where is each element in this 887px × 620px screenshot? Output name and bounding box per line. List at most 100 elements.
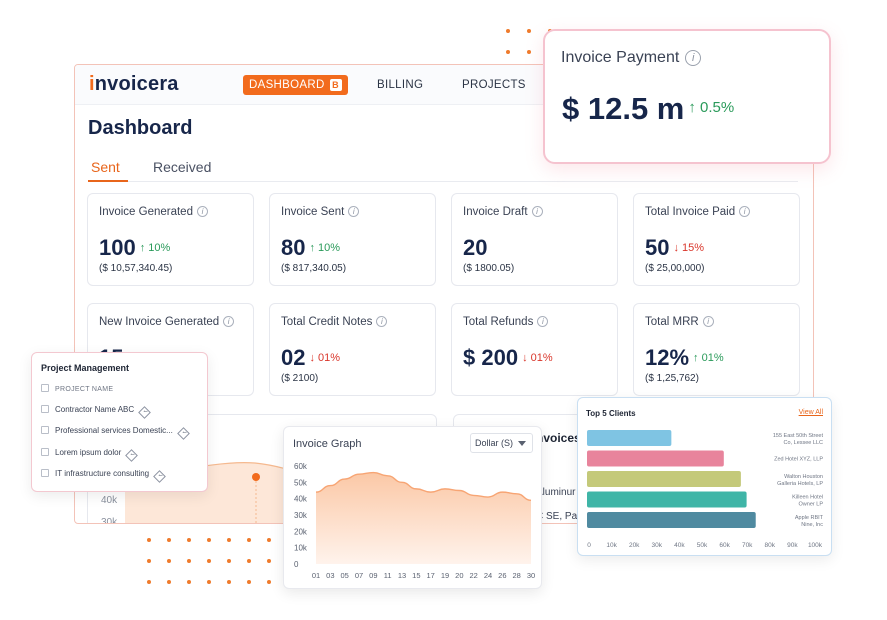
project-row[interactable]: IT infrastructure consulting ✓ (41, 469, 166, 483)
stat-card-value: 100 ↑ 10% (99, 235, 171, 260)
client-bar[interactable] (587, 471, 741, 487)
invoices-card-title: nvoices (536, 431, 581, 445)
tabs-divider (88, 181, 798, 182)
invoices-card-row: Aluminur (536, 487, 576, 498)
stat-card[interactable]: Total Refunds i $ 200 ↓ 01% (451, 303, 618, 396)
x-tick-label: 30 (527, 571, 535, 580)
info-icon[interactable]: i (702, 316, 714, 327)
y-tick-label: 20k (294, 527, 308, 536)
client-bar[interactable] (587, 450, 724, 467)
decorative-dot (147, 580, 151, 584)
currency-select[interactable]: Dollar (S) (470, 433, 533, 453)
x-tick-label: 09 (369, 571, 377, 580)
client-label: Co, Lessee LLC (784, 440, 823, 446)
stat-card[interactable]: Total Invoice Paid i 50 ↓ 15% ($ 25,00,000) (633, 193, 800, 286)
x-tick-label: 28 (512, 571, 520, 580)
decorative-dot (187, 559, 191, 563)
x-tick-label: 07 (355, 571, 363, 580)
stat-card-value: 12% ↑ 01% (645, 345, 724, 370)
decorative-dot (187, 538, 191, 542)
stat-card-title: Invoice Generated i (99, 206, 208, 218)
client-bar[interactable] (587, 512, 756, 528)
invoice-payment-card: Invoice Payment i $ 12.5 m ↑ 0.5% (543, 29, 831, 164)
verified-icon: ✓ (138, 406, 152, 419)
info-icon[interactable]: i (537, 316, 549, 327)
project-management-title: Project Management (41, 363, 130, 373)
view-all-link[interactable]: View All (798, 409, 823, 416)
decorative-dot (267, 580, 271, 584)
client-bar[interactable] (587, 491, 747, 508)
info-icon[interactable]: i (223, 316, 235, 327)
info-icon[interactable]: i (739, 206, 751, 217)
stat-card[interactable]: Invoice Draft i 20 ($ 1800.05) (451, 193, 618, 286)
row-checkbox[interactable] (41, 469, 49, 477)
stat-card-value: 80 ↑ 10% (281, 235, 341, 260)
info-icon[interactable]: i (196, 206, 208, 217)
stat-card[interactable]: Total Credit Notes i 02 ↓ 01% ($ 2100) (269, 303, 436, 396)
stat-card-value: 20 (463, 235, 488, 260)
decorative-dot (227, 559, 231, 563)
project-row[interactable]: Contractor Name ABC ✓ (41, 405, 152, 419)
select-all-checkbox[interactable] (41, 384, 49, 392)
project-row[interactable]: Lorem ipsum dolor ✓ (41, 448, 139, 462)
verified-icon: ✓ (153, 470, 166, 483)
stat-card-trend: ↓ 01% (522, 352, 553, 364)
decorative-dot (267, 559, 271, 563)
stat-card-title: Total Credit Notes i (281, 316, 388, 328)
stat-card[interactable]: Invoice Sent i 80 ↑ 10% ($ 817,340.05) (269, 193, 436, 286)
x-tick-label: 0 (587, 542, 591, 549)
row-checkbox[interactable] (41, 426, 49, 434)
decorative-dot (267, 538, 271, 542)
x-tick-label: 13 (398, 571, 406, 580)
x-tick-label: 19 (441, 571, 449, 580)
decorative-dot (247, 559, 251, 563)
invoicera-logo[interactable]: invoicera (89, 73, 179, 95)
nav-billing-link[interactable]: BILLING (377, 79, 424, 91)
invoice-graph-card: 60k 50k 40k 30k 20k 10k 0 01 03 05 07 09 11 13 15 17 19 2… (283, 426, 542, 589)
x-tick-label: 70k (742, 542, 753, 549)
verified-icon: ✓ (176, 427, 190, 440)
x-tick-label: 80k (765, 542, 776, 549)
stat-card-value: 50 ↓ 15% (645, 235, 705, 260)
row-checkbox[interactable] (41, 405, 49, 413)
client-label: Apple RBIT (795, 515, 824, 521)
client-label: Zed Hotel XYZ, LLP (774, 457, 823, 463)
stat-card-title: Total MRR i (645, 316, 714, 328)
y-tick-label: 30k (294, 511, 308, 520)
top-clients-title: Top 5 Clients (586, 409, 636, 418)
stat-card-title: Invoice Sent i (281, 206, 360, 218)
stat-card-trend: ↓ 15% (673, 242, 705, 254)
decorative-dot (207, 559, 211, 563)
tab-received[interactable]: Received (153, 159, 212, 175)
stat-card-title: New Invoice Generated i (99, 316, 235, 328)
stat-card-title: Total Invoice Paid i (645, 206, 751, 218)
client-label: Owner LP (799, 502, 824, 508)
nav-dashboard-button[interactable]: DASHBOARD B (243, 75, 348, 95)
decorative-dot (227, 580, 231, 584)
y-tick-label: 0 (294, 560, 299, 569)
stat-card[interactable]: Total MRR i 12% ↑ 01% ($ 1,25,762) (633, 303, 800, 396)
row-checkbox[interactable] (41, 448, 49, 456)
info-icon[interactable]: i (531, 206, 543, 217)
stat-card-amount: ($ 1800.05) (463, 263, 515, 274)
x-tick-label: 22 (469, 571, 477, 580)
area-fill (316, 472, 531, 564)
info-icon[interactable]: i (685, 50, 702, 66)
stat-card-value: 02 ↓ 01% (281, 345, 341, 370)
active-tab-indicator (88, 180, 128, 182)
stat-card-amount: ($ 817,340.05) (281, 263, 347, 274)
nav-projects-link[interactable]: PROJECTS (462, 79, 526, 91)
x-tick-label: 50k (697, 542, 708, 549)
client-bar[interactable] (587, 430, 672, 446)
decorative-dot (527, 29, 531, 33)
decorative-dot (227, 538, 231, 542)
project-row[interactable]: Professional services Domestic... ✓ (41, 426, 190, 440)
client-label: Walton Houston (784, 474, 823, 480)
x-tick-label: 100k (808, 542, 823, 549)
y-tick-label: 50k (294, 478, 308, 487)
tab-sent[interactable]: Sent (91, 159, 120, 175)
info-icon[interactable]: i (376, 316, 388, 327)
info-icon[interactable]: i (348, 206, 360, 217)
stat-card-trend: ↓ 01% (309, 352, 341, 364)
stat-card[interactable]: Invoice Generated i 100 ↑ 10% ($ 10,57,340.4… (87, 193, 254, 286)
